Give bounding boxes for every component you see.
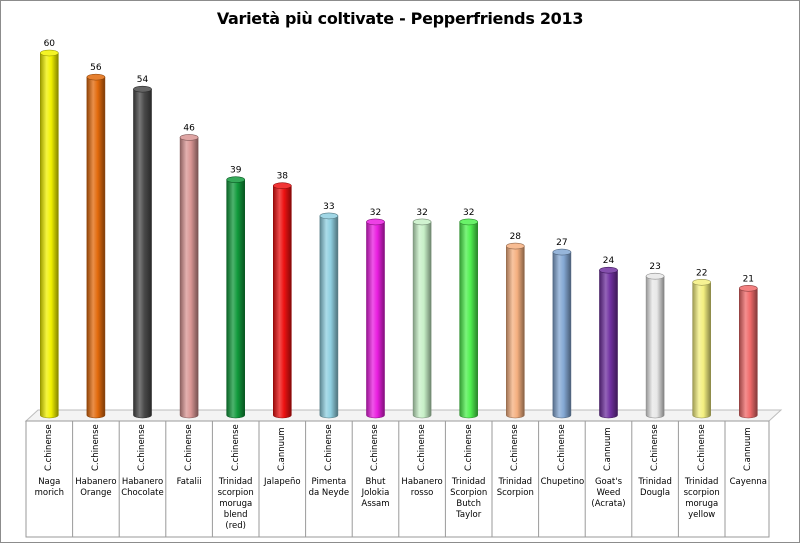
category-name: Chupetino	[540, 477, 585, 487]
bar-5	[226, 176, 245, 419]
category-species: C.chinense	[44, 424, 55, 471]
category-name: Jalapeño	[264, 477, 301, 487]
category-species: C.chinense	[184, 424, 195, 471]
bar-12	[552, 248, 572, 419]
category-label: C.annuum Jalapeño	[259, 421, 306, 537]
category-label: C.chinense Chupetino	[539, 421, 586, 537]
category-species: C.chinense	[463, 424, 474, 471]
chart-title: Varietà più coltivate - Pepperfriends 20…	[216, 9, 584, 28]
bar-9	[412, 218, 432, 419]
category-species: C.chinense	[510, 424, 521, 471]
value-label: 38	[277, 172, 289, 182]
category-species: C.chinense	[650, 424, 661, 471]
category-name: Trinidad scorpion moruga blend (red)	[217, 477, 254, 531]
category-label: C.chinense Trinidad scorpion moruga blend…	[212, 421, 259, 537]
category-name: Trinidad scorpion moruga yellow	[683, 477, 720, 520]
value-label: 39	[230, 166, 242, 176]
bar-11	[505, 242, 525, 419]
bar-8	[366, 218, 385, 419]
category-label: C.annuum Cayenna	[725, 421, 772, 537]
value-label: 32	[463, 208, 474, 218]
category-name: Naga morich	[34, 477, 64, 498]
value-label: 28	[510, 232, 522, 242]
category-label: C.chinense Habanero Orange	[73, 421, 120, 537]
bar-2	[86, 73, 106, 419]
category-name: Trinidad Scorpion Butch Taylor	[450, 477, 488, 520]
bar-16	[738, 284, 758, 419]
category-label: C.chinense Naga morich	[26, 421, 73, 537]
category-label: C.chinense Trinidad Dougla	[632, 421, 679, 537]
category-name: Trinidad Dougla	[638, 477, 672, 498]
category-axis-box	[25, 420, 770, 538]
value-label: 56	[90, 63, 102, 73]
category-species: C.chinense	[696, 424, 707, 471]
bar-6	[272, 182, 292, 419]
value-label: 23	[649, 262, 660, 272]
category-species: C.chinense	[556, 424, 567, 471]
category-name: Fatalii	[176, 477, 202, 487]
bar-14	[645, 272, 665, 419]
category-label: C.chinense Trinidad scorpion moruga yello…	[678, 421, 725, 537]
category-species: C.chinense	[90, 424, 101, 471]
value-label: 54	[137, 75, 149, 85]
value-label: 24	[603, 256, 615, 266]
category-label: C.chinense Habanero Chocolate	[119, 421, 166, 537]
bar-13	[599, 266, 618, 419]
bar-7	[319, 212, 339, 419]
category-name: Habanero Chocolate	[121, 477, 164, 498]
category-name: Bhut Jolokia Assam	[361, 477, 390, 509]
category-label: C.chinense Trinidad Scorpion Butch Taylor	[445, 421, 492, 537]
category-label: C.annuum Goat's Weed (Acrata)	[585, 421, 632, 537]
bar-15	[692, 278, 712, 419]
bar-1	[39, 49, 59, 419]
value-label: 60	[44, 39, 56, 49]
bar-3	[133, 85, 152, 419]
category-label: C.chinense Habanero rosso	[399, 421, 446, 537]
category-species: C.chinense	[370, 424, 381, 471]
value-label: 21	[743, 274, 754, 284]
category-species: C.annuum	[277, 427, 288, 471]
category-name: Goat's Weed (Acrata)	[591, 477, 626, 509]
value-label: 22	[696, 268, 707, 278]
category-name: Pimenta da Neyde	[308, 477, 350, 498]
value-label: 27	[556, 238, 567, 248]
category-label: C.chinense Bhut Jolokia Assam	[352, 421, 399, 537]
value-label: 32	[416, 208, 427, 218]
category-species: C.annuum	[743, 427, 754, 471]
category-name: Cayenna	[729, 477, 767, 487]
category-name: Habanero rosso	[401, 477, 443, 498]
category-label: C.chinense Pimenta da Neyde	[306, 421, 353, 537]
category-species: C.chinense	[323, 424, 334, 471]
category-label: C.chinense Fatalii	[166, 421, 213, 537]
value-label: 32	[370, 208, 381, 218]
category-name: Trinidad Scorpion	[496, 477, 534, 498]
bar-10	[459, 218, 479, 419]
category-species: C.chinense	[137, 424, 148, 471]
category-species: C.chinense	[230, 424, 241, 471]
category-species: C.annuum	[603, 427, 614, 471]
category-species: C.chinense	[417, 424, 428, 471]
value-label: 46	[183, 123, 195, 133]
value-label: 33	[323, 202, 334, 212]
bar-4	[179, 134, 199, 419]
category-label: C.chinense Trinidad Scorpion	[492, 421, 539, 537]
category-name: Habanero Orange	[75, 477, 117, 498]
